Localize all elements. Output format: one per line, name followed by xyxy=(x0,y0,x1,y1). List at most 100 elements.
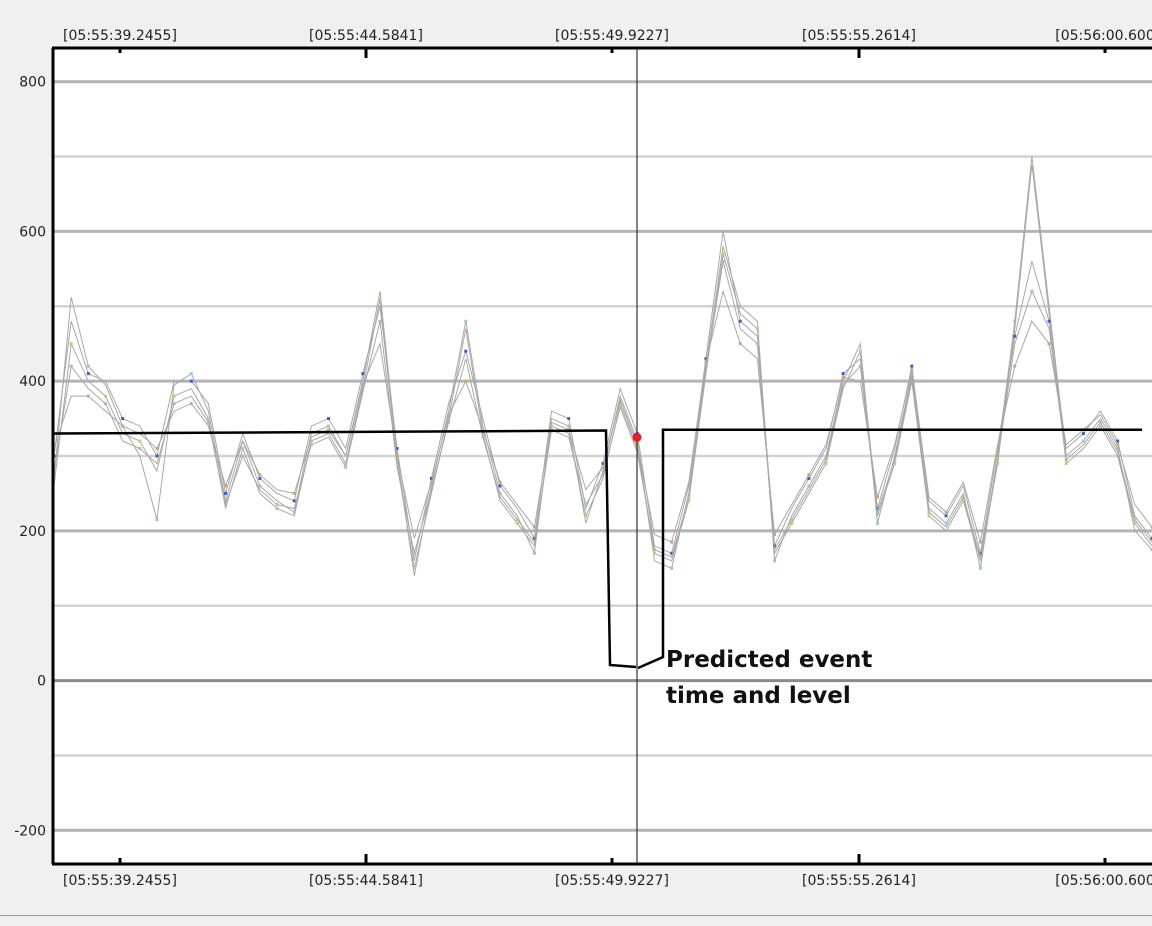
series-point xyxy=(739,342,742,345)
y-tick-label: 200 xyxy=(19,524,46,540)
series-point xyxy=(378,297,381,300)
x-tick-label-top: [05:55:39.2455] xyxy=(63,28,177,44)
series-point xyxy=(464,350,467,353)
series-point xyxy=(70,365,73,368)
series-point xyxy=(70,342,73,345)
series-point xyxy=(533,552,536,555)
series-point xyxy=(1030,163,1033,166)
series-point xyxy=(584,514,587,517)
x-tick-label-bottom: [05:55:39.2455] xyxy=(63,873,177,889)
y-axis: 800 600 400 200 0 -200 xyxy=(14,75,46,840)
series-point xyxy=(361,372,364,375)
series-point xyxy=(104,402,107,405)
series-point xyxy=(481,436,484,439)
series-point xyxy=(876,496,879,499)
x-tick-label-bottom: [05:55:44.5841] xyxy=(309,873,423,889)
series-point xyxy=(224,484,227,487)
series-point xyxy=(155,455,158,458)
series-point xyxy=(190,380,193,383)
series-point xyxy=(207,417,210,420)
series-point xyxy=(413,567,416,570)
series-point xyxy=(276,503,279,506)
annotation-text-line1: Predicted event xyxy=(666,647,872,673)
series-point xyxy=(464,380,467,383)
series-point xyxy=(464,320,467,323)
series-point xyxy=(653,548,656,551)
series-point xyxy=(910,365,913,368)
series-point xyxy=(1013,335,1016,338)
series-point xyxy=(533,526,536,529)
series-point xyxy=(1082,440,1085,443)
series-point xyxy=(87,395,90,398)
series-point xyxy=(310,443,313,446)
series-point xyxy=(584,503,587,506)
series-point xyxy=(1048,342,1051,345)
series-point xyxy=(945,511,948,514)
series-point xyxy=(138,440,141,443)
series-point xyxy=(121,425,124,428)
series-point xyxy=(447,421,450,424)
y-tick-label: 800 xyxy=(19,75,46,91)
series-point xyxy=(842,376,845,379)
series-point xyxy=(1065,458,1068,461)
series-point xyxy=(241,455,244,458)
series-point xyxy=(516,518,519,521)
series-point xyxy=(1065,462,1068,465)
x-tick-label-top: [05:55:49.9227] xyxy=(555,28,669,44)
series-point xyxy=(567,417,570,420)
series-point xyxy=(722,252,725,255)
series-point xyxy=(1116,443,1119,446)
series-point xyxy=(945,514,948,517)
series-point xyxy=(413,552,416,555)
series-point xyxy=(1133,518,1136,521)
series-point xyxy=(722,260,725,263)
series-point xyxy=(396,455,399,458)
series-point xyxy=(87,365,90,368)
series-point xyxy=(327,425,330,428)
series-point xyxy=(361,383,364,386)
series-point xyxy=(687,496,690,499)
series-point xyxy=(258,473,261,476)
y-tick-label: 0 xyxy=(37,674,46,690)
series-point xyxy=(190,402,193,405)
series-point xyxy=(1133,522,1136,525)
series-point xyxy=(121,417,124,420)
series-point xyxy=(293,492,296,495)
series-point xyxy=(670,567,673,570)
series-point xyxy=(619,406,622,409)
series-point xyxy=(190,372,193,375)
series-point xyxy=(258,477,261,480)
series-point xyxy=(756,327,759,330)
series-point xyxy=(739,320,742,323)
series-point xyxy=(104,395,107,398)
series-point xyxy=(670,541,673,544)
series-point xyxy=(1099,421,1102,424)
x-tick-label-bottom: [05:55:49.9227] xyxy=(555,873,669,889)
series-point xyxy=(499,484,502,487)
series-point xyxy=(499,481,502,484)
y-tick-label: -200 xyxy=(14,823,46,839)
series-point xyxy=(756,342,759,345)
x-tick-label-bottom: [05:56:00.600 xyxy=(1055,873,1152,889)
series-point xyxy=(1048,320,1051,323)
series-point xyxy=(962,496,965,499)
status-bar xyxy=(0,915,1152,926)
series-point xyxy=(173,395,176,398)
series-point xyxy=(430,481,433,484)
y-tick-label: 400 xyxy=(19,374,46,390)
annotation-text-line2: time and level xyxy=(666,683,851,709)
series-point xyxy=(1082,432,1085,435)
series-point xyxy=(516,522,519,525)
series-point xyxy=(790,518,793,521)
series-point xyxy=(1013,365,1016,368)
series-point xyxy=(927,514,930,517)
series-point xyxy=(893,458,896,461)
series-point xyxy=(653,552,656,555)
series-point xyxy=(173,402,176,405)
series-point xyxy=(293,499,296,502)
y-tick-label: 600 xyxy=(19,224,46,240)
series-point xyxy=(859,350,862,353)
series-point xyxy=(138,447,141,450)
series-point xyxy=(859,365,862,368)
